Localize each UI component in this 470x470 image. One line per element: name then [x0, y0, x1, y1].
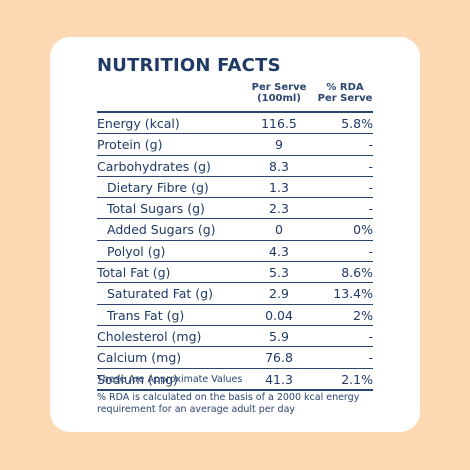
nutrient-name: Energy (kcal) [97, 116, 180, 131]
per-serve-value: 76.8 [265, 350, 293, 366]
rda-value: - [368, 137, 373, 153]
table-row: Polyol (g) 4.3 - [97, 241, 373, 263]
per-serve-value: 116.5 [261, 116, 297, 131]
rda-value: 0% [353, 222, 373, 238]
nutrient-name: Polyol (g) [107, 243, 166, 259]
rda-value: 2.1% [341, 371, 373, 387]
table-row: Cholesterol (mg) 5.9 - [97, 326, 373, 348]
table-row: Added Sugars (g) 0 0% [97, 219, 373, 241]
per-serve-value: 1.3 [269, 179, 289, 195]
rda-value: - [368, 158, 373, 174]
nutrient-name: Protein (g) [97, 137, 163, 153]
per-serve-value: 41.3 [265, 371, 293, 387]
table-header: Per Serve (100ml) % RDA Per Serve [97, 81, 373, 113]
table-row: Protein (g) 9 - [97, 134, 373, 156]
rda-value: 5.8% [341, 116, 373, 131]
table-row: Total Sugars (g) 2.3 - [97, 198, 373, 220]
nutrition-card: NUTRITION FACTS Per Serve (100ml) % RDA … [50, 37, 420, 432]
per-serve-value: 9 [275, 137, 283, 153]
per-serve-value: 2.3 [269, 201, 289, 217]
rda-value: 8.6% [341, 265, 373, 281]
per-serve-value: 5.9 [269, 328, 289, 344]
per-serve-value: 0.04 [265, 307, 293, 323]
nutrient-name: Cholesterol (mg) [97, 328, 202, 344]
table-body: Energy (kcal) 116.5 5.8% Protein (g) 9- Carbo… [97, 113, 373, 391]
per-serve-value: 5.3 [269, 265, 289, 281]
per-serve-value: 0 [275, 222, 283, 238]
rda-value: 13.4% [333, 286, 373, 302]
per-serve-value: 2.9 [269, 286, 289, 302]
rda-value: - [368, 243, 373, 259]
table-row: Dietary Fibre (g) 1.3 - [97, 177, 373, 199]
nutrient-name: Total Fat (g) [97, 265, 171, 281]
nutrition-table: Per Serve (100ml) % RDA Per Serve Energy… [97, 81, 373, 391]
per-serve-header: Per Serve (100ml) [251, 82, 307, 104]
rda-header: % RDA Per Serve [317, 82, 373, 104]
nutrient-name: Dietary Fibre (g) [107, 179, 209, 195]
rda-value: - [368, 179, 373, 195]
table-row: Saturated Fat (g) 2.9 13.4% [97, 283, 373, 305]
per-serve-value: 4.3 [269, 243, 289, 259]
table-row: Calcium (mg) 76.8 - [97, 347, 373, 369]
table-row: Total Fat (g) 5.3 8.6% [97, 262, 373, 284]
nutrient-name: Calcium (mg) [97, 350, 182, 366]
table-row: Carbohydrates (g) 8.3 - [97, 156, 373, 177]
nutrient-name: Trans Fat (g) [107, 307, 185, 323]
page-title: NUTRITION FACTS [97, 55, 281, 76]
rda-value: 2% [353, 307, 373, 323]
per-serve-value: 8.3 [269, 158, 289, 174]
rda-value: - [368, 201, 373, 217]
table-row: Energy (kcal) 116.5 5.8% [97, 113, 373, 135]
rda-value: - [368, 350, 373, 366]
nutrient-name: Total Sugars (g) [107, 201, 205, 217]
rda-value: - [368, 328, 373, 344]
table-row: Sodium (mg) 41.3 2.1% [97, 369, 373, 391]
table-row: Trans Fat (g) 0.04 2% [97, 305, 373, 326]
rda-note: % RDA is calculated on the basis of a 20… [97, 392, 360, 415]
nutrient-name: Sodium (mg) [97, 371, 178, 387]
nutrient-name: Saturated Fat (g) [107, 286, 213, 302]
nutrient-name: Added Sugars (g) [107, 222, 216, 238]
nutrient-name: Carbohydrates (g) [97, 158, 211, 174]
approximate-note: These Are Approximate Values [97, 374, 243, 385]
